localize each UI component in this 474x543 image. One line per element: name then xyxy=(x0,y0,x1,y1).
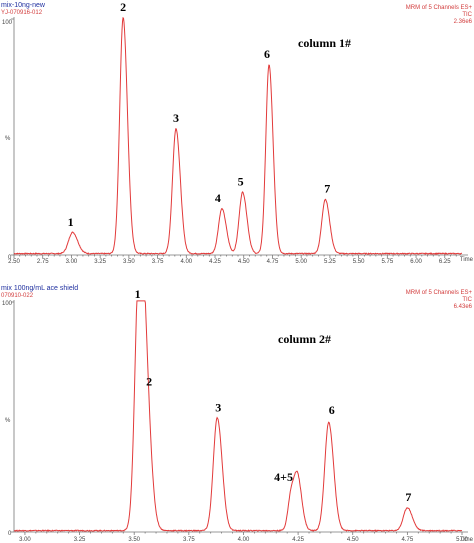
x-axis-label: Time xyxy=(460,537,474,543)
x-tick-labels: 3.00 3.25 3.50 3.75 4.00 4.25 4.50 4.75 5.00 xyxy=(19,532,468,543)
sample-title: mix 100ng/mL ace shield xyxy=(1,285,78,292)
x-tick-label: 4.25 xyxy=(209,259,221,265)
intensity-value: 2.36e6 xyxy=(454,19,473,25)
x-tick-label: 6.25 xyxy=(439,259,451,265)
peak-label: 2 xyxy=(146,375,152,389)
channel-info: MRM of 5 Channels ES+ xyxy=(406,290,473,296)
sample-id: 070910-022 xyxy=(1,293,34,299)
channel-info: MRM of 5 Channels ES+ xyxy=(406,5,473,11)
signal-type: TIC xyxy=(462,297,472,303)
y-tick-label: 100 xyxy=(2,20,13,26)
x-tick-label: 3.25 xyxy=(94,259,106,265)
x-tick-label: 4.75 xyxy=(402,537,414,543)
x-tick-label: 5.00 xyxy=(295,259,307,265)
x-tick-label: 5.50 xyxy=(353,259,365,265)
peak-label: 6 xyxy=(264,47,270,61)
x-tick-label: 4.75 xyxy=(267,259,279,265)
chromatogram-panel-column-1: mix-10ng-new YJ-070916-012 MRM of 5 Chan… xyxy=(1,0,474,265)
x-tick-label: 3.75 xyxy=(152,259,164,265)
chromatogram-trace xyxy=(13,16,463,255)
peak-label: 1 xyxy=(135,287,141,301)
x-tick-label: 4.00 xyxy=(180,259,192,265)
peak-label: 3 xyxy=(173,111,179,125)
y-unit-label: % xyxy=(5,418,11,424)
plot-area: 1 2 3 4 5 6 7 xyxy=(11,0,468,256)
x-tick-label: 3.50 xyxy=(123,259,135,265)
peak-label: 7 xyxy=(405,490,411,504)
intensity-value: 6.43e6 xyxy=(454,304,473,310)
peak-label: 5 xyxy=(238,175,244,189)
peak-label: 6 xyxy=(329,403,335,417)
x-tick-label: 4.50 xyxy=(347,537,359,543)
chromatogram-trace xyxy=(13,300,463,532)
signal-type: TIC xyxy=(462,12,472,18)
column-label: column 1# xyxy=(298,36,351,50)
x-tick-label: 3.50 xyxy=(128,537,140,543)
y-tick-label: 0 xyxy=(8,531,12,537)
x-tick-label: 3.00 xyxy=(66,259,78,265)
x-tick-label: 3.75 xyxy=(183,537,195,543)
plot-area: 1 2 3 4+5 6 7 xyxy=(11,287,468,533)
x-tick-label: 4.25 xyxy=(292,537,304,543)
sample-title: mix-10ng-new xyxy=(1,2,46,9)
peak-label: 4+5 xyxy=(274,470,293,484)
y-tick-label: 0 xyxy=(8,255,12,261)
x-tick-label: 4.50 xyxy=(238,259,250,265)
y-tick-label: 100 xyxy=(2,301,13,307)
x-tick-label: 2.50 xyxy=(8,259,20,265)
x-tick-label: 5.75 xyxy=(381,259,393,265)
peak-label: 4 xyxy=(215,191,221,205)
sample-id: YJ-070916-012 xyxy=(1,10,43,16)
x-tick-label: 4.00 xyxy=(238,537,250,543)
x-tick-label: 3.00 xyxy=(19,537,31,543)
x-tick-label: 3.25 xyxy=(74,537,86,543)
peak-label: 3 xyxy=(215,400,221,414)
x-tick-label: 5.00 xyxy=(456,537,468,543)
x-tick-label: 5.25 xyxy=(324,259,336,265)
x-tick-label: 6.00 xyxy=(410,259,422,265)
peak-label: 7 xyxy=(324,182,330,196)
chromatogram-panel-column-2: mix 100ng/mL ace shield 070910-022 MRM o… xyxy=(1,285,474,543)
x-tick-label: 2.75 xyxy=(37,259,49,265)
x-axis-label: Time xyxy=(460,257,474,263)
peak-label: 2 xyxy=(120,0,126,14)
peak-label: 1 xyxy=(68,215,74,229)
y-unit-label: % xyxy=(5,136,11,142)
column-label: column 2# xyxy=(278,332,331,346)
x-tick-labels: 2.50 2.75 3.00 3.25 3.50 3.75 4.00 4.25 4.50 4.75… xyxy=(8,255,457,265)
